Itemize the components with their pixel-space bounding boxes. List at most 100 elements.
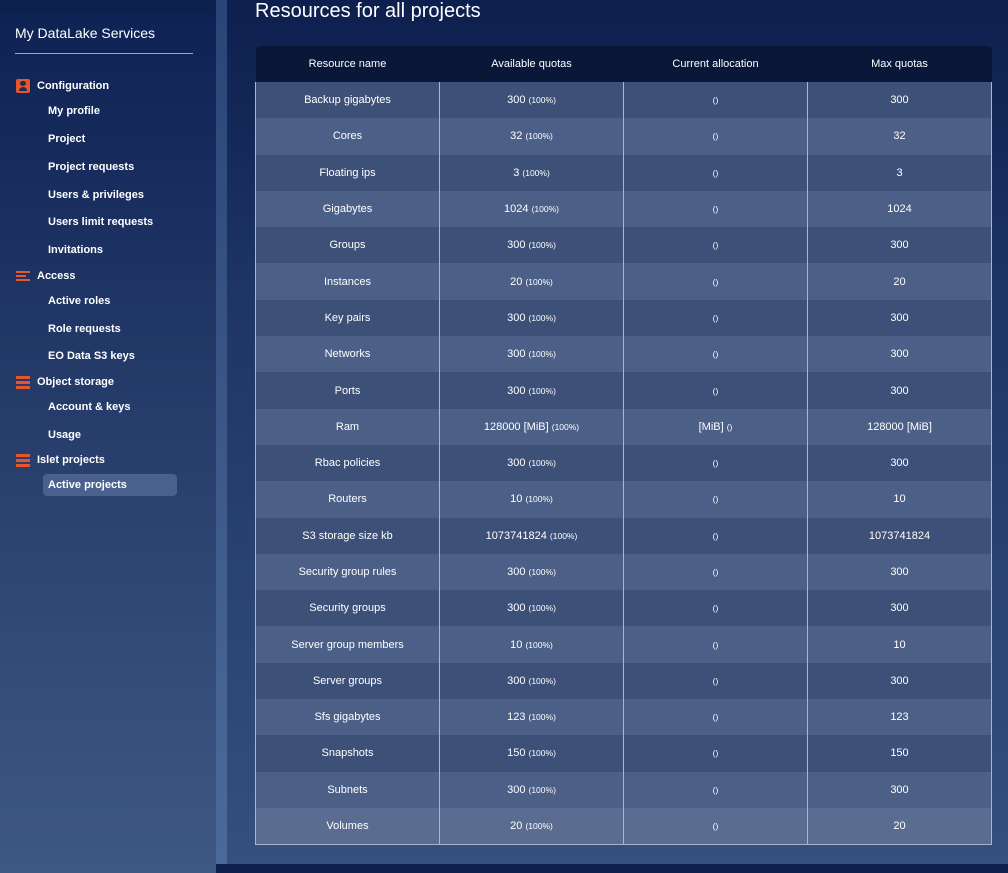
sidebar-item-users-limit-requests[interactable]: Users limit requests [48,216,154,228]
available-quota-cell: 32 (100%) [439,118,624,155]
available-percent: (100%) [528,603,556,614]
title-divider [15,53,193,54]
resource-name-cell: Security groups [255,590,440,627]
available-percent: (100%) [528,312,556,323]
resource-name-cell: Floating ips [255,154,440,191]
available-quota-cell: 20 (100%) [439,807,624,846]
available-value: 300 [507,674,526,687]
available-percent: (100%) [549,530,578,541]
column-header[interactable]: Available quotas [439,46,624,82]
column-header[interactable]: Current allocation [623,46,808,82]
max-value: 3 [896,166,903,179]
resource-name: Ram [335,420,360,433]
current-percent: () [712,603,719,614]
resource-name-cell: Volumes [255,807,440,846]
max-value: 1073741824 [868,529,931,542]
available-quota-cell: 300 (100%) [439,771,624,808]
current-allocation-cell: () [623,553,808,591]
table-row: Networks 300 (100%) () 300 [255,336,992,373]
current-percent: () [712,675,719,686]
available-value: 3 [513,166,520,179]
available-value: 128000 [MiB] [483,420,549,433]
current-allocation-cell: () [623,699,808,736]
resource-name: Sfs gigabytes [314,711,381,724]
max-quota-cell: 300 [807,771,992,808]
current-allocation-cell: () [623,517,808,554]
resource-name: Key pairs [324,311,371,324]
max-value: 128000 [MiB] [867,420,932,433]
sidebar-item-account-keys[interactable]: Account & keys [48,401,131,413]
table-row: Backup gigabytes 300 (100%) () 300 [255,82,992,119]
available-value: 123 [507,711,526,724]
section-label: Islet projects [37,454,105,466]
sidebar-item-eo-data-s3-keys[interactable]: EO Data S3 keys [48,350,135,362]
current-percent: () [712,131,719,142]
max-value: 300 [890,783,909,796]
table-row: Security group rules 300 (100%) () 300 [255,553,992,591]
resource-name-cell: Gigabytes [255,190,440,228]
resource-name-cell: Server group members [255,626,440,663]
sidebar-item-role-requests[interactable]: Role requests [48,323,121,335]
resource-name: Routers [328,493,367,506]
current-allocation-cell: () [623,154,808,191]
max-value: 10 [893,493,906,506]
resource-name-cell: S3 storage size kb [255,517,440,554]
current-allocation-cell: () [623,263,808,300]
column-header[interactable]: Max quotas [807,46,992,82]
sidebar-item-usage[interactable]: Usage [48,429,82,441]
sidebar-item-my-profile[interactable]: My profile [48,105,100,117]
resource-name-cell: Ram [255,408,440,445]
column-header[interactable]: Resource name [255,46,440,82]
available-quota-cell: 3 (100%) [439,154,624,191]
available-quota-cell: 10 (100%) [439,626,624,663]
current-percent: () [712,821,719,832]
section-label: Configuration [37,80,110,92]
max-quota-cell: 1024 [807,190,992,228]
list-icon [16,269,30,283]
max-quota-cell: 300 [807,590,992,627]
max-value: 150 [890,747,909,760]
current-allocation-cell: () [623,444,808,482]
max-quota-cell: 300 [807,372,992,409]
resource-name-cell: Server groups [255,662,440,700]
available-percent: (100%) [528,240,556,251]
max-quota-cell: 20 [807,807,992,846]
table-row: Ram 128000 [MiB] (100%) [MiB] () 128000 [Mi… [255,408,992,445]
sidebar-item-users-privileges[interactable]: Users & privileges [48,189,144,201]
current-allocation-cell: () [623,807,808,846]
resource-name-cell: Instances [255,263,440,300]
current-percent: () [712,494,719,505]
available-value: 20 [510,275,523,288]
available-quota-cell: 300 (100%) [439,299,624,337]
current-allocation-cell: () [623,190,808,228]
max-value: 300 [890,602,909,615]
max-quota-cell: 128000 [MiB] [807,408,992,445]
resource-name-cell: Backup gigabytes [255,82,440,119]
max-value: 300 [890,384,909,397]
available-value: 300 [507,783,526,796]
available-quota-cell: 300 (100%) [439,82,624,119]
max-value: 300 [890,566,909,578]
sidebar-item-active-roles[interactable]: Active roles [48,295,111,307]
sidebar-item-project[interactable]: Project [48,133,86,145]
section-islet-projects[interactable]: Islet projects [16,452,105,468]
current-percent: () [712,312,719,323]
available-value: 300 [507,94,526,107]
current-allocation-cell: () [623,118,808,155]
current-percent: () [712,276,719,287]
current-allocation-cell: () [623,771,808,808]
available-value: 300 [507,311,526,324]
resource-name-cell: Rbac policies [255,444,440,482]
section-object-storage[interactable]: Object storage [16,374,114,390]
table-row: Snapshots 150 (100%) () 150 [255,735,992,772]
max-quota-cell: 300 [807,227,992,264]
sidebar-item-invitations[interactable]: Invitations [48,244,104,256]
sidebar-item-project-requests[interactable]: Project requests [48,161,135,173]
sidebar-item-active-projects[interactable]: Active projects [43,474,177,496]
section-configuration[interactable]: Configuration [16,78,109,94]
current-percent: () [726,421,733,432]
resource-name: Subnets [327,783,368,796]
section-access[interactable]: Access [16,268,76,284]
resource-name-cell: Sfs gigabytes [255,699,440,736]
current-allocation-cell: () [623,336,808,373]
